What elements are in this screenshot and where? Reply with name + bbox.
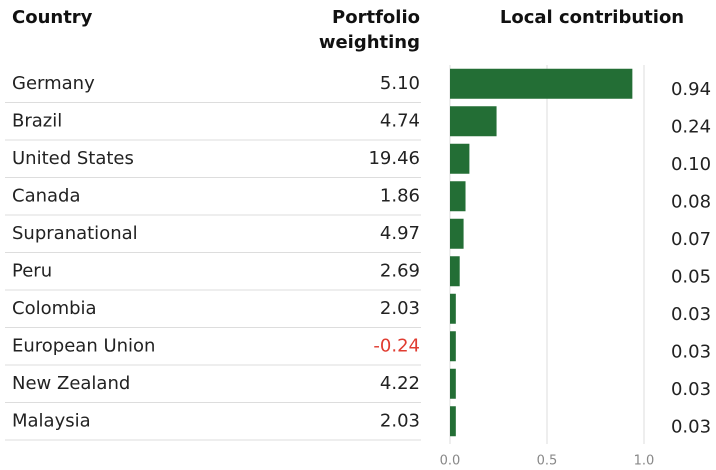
bar [450,293,456,324]
value-label: 0.05 [671,266,711,287]
value-label: 0.03 [671,304,711,325]
value-label: 0.24 [671,116,711,137]
bar [450,143,470,174]
value-label: 0.07 [671,229,711,250]
country-label: Malaysia [12,410,91,431]
x-tick-label: 0.0 [440,454,461,469]
bar [450,181,466,212]
value-label: 0.94 [671,79,711,100]
value-label: 0.03 [671,341,711,362]
weighting-value: 5.10 [380,73,420,94]
value-label: 0.10 [671,154,711,175]
column-header: Portfolio [332,7,420,28]
weighting-value: 4.97 [380,223,420,244]
bar [450,218,464,249]
country-label: European Union [12,335,155,356]
value-label: 0.03 [671,379,711,400]
weighting-value: 2.03 [380,298,420,319]
bar [450,68,633,99]
value-label: 0.08 [671,191,711,212]
bar [450,256,460,287]
weighting-value: 4.74 [380,110,420,131]
column-header: weighting [319,32,420,53]
weighting-value: -0.24 [373,335,420,356]
weighting-value: 19.46 [368,148,420,169]
country-label: Colombia [12,298,97,319]
weighting-value: 2.69 [380,260,420,281]
column-header: Country [12,7,93,28]
country-label: Germany [12,73,95,94]
weighting-value: 2.03 [380,410,420,431]
column-header: Local contribution [500,7,684,28]
country-label: Peru [12,260,52,281]
country-label: Canada [12,185,81,206]
bar [450,406,456,437]
country-label: New Zealand [12,373,130,394]
country-label: United States [12,148,134,169]
value-label: 0.03 [671,416,711,437]
x-tick-label: 0.5 [537,454,558,469]
weighting-value: 4.22 [380,373,420,394]
bar [450,331,456,362]
bar [450,368,456,399]
x-tick-label: 1.0 [634,454,655,469]
country-label: Supranational [12,223,138,244]
bar [450,106,497,137]
country-label: Brazil [12,110,62,131]
weighting-value: 1.86 [380,185,420,206]
